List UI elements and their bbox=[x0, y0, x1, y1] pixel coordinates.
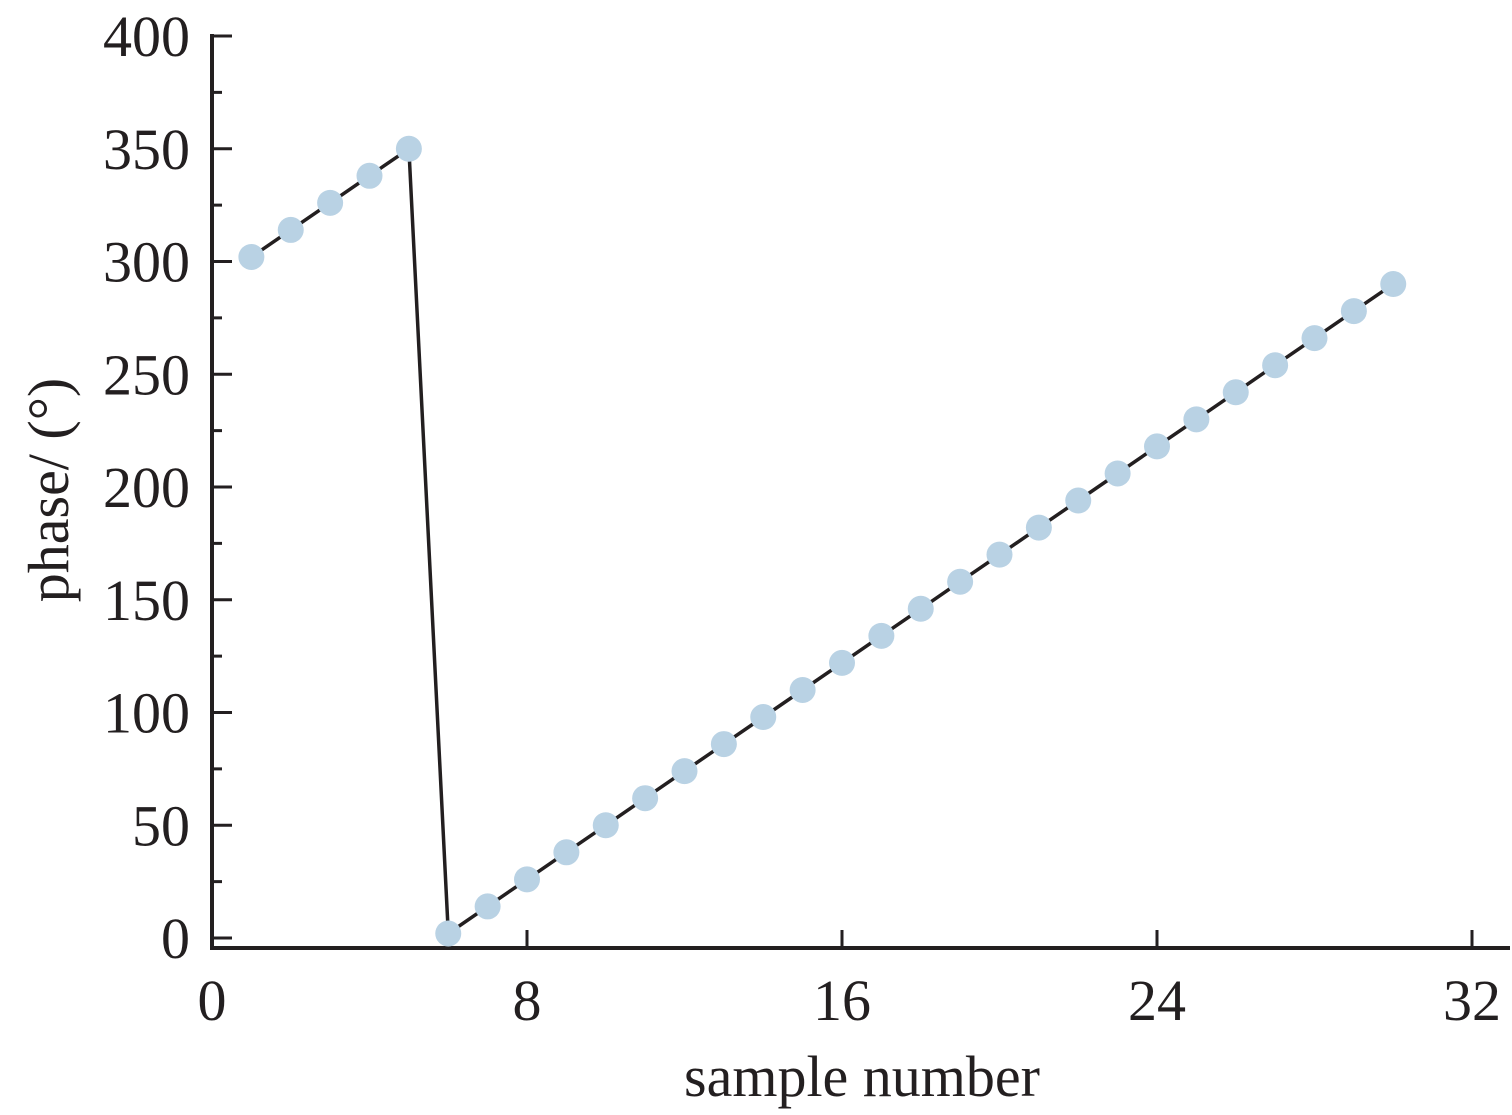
data-point bbox=[514, 866, 540, 893]
data-point bbox=[395, 135, 422, 162]
y-tick-label: 400 bbox=[103, 4, 190, 69]
data-point bbox=[947, 568, 974, 595]
data-point bbox=[710, 731, 737, 758]
data-point bbox=[907, 595, 934, 622]
x-tick-label: 32 bbox=[1443, 968, 1501, 1033]
data-point bbox=[1301, 325, 1328, 352]
data-point bbox=[435, 920, 462, 947]
data-point bbox=[632, 785, 659, 812]
data-point bbox=[553, 839, 580, 866]
data-point bbox=[356, 162, 383, 189]
y-tick-label: 200 bbox=[103, 455, 190, 520]
data-point bbox=[1065, 487, 1092, 514]
data-point bbox=[1144, 433, 1170, 460]
y-tick-label: 300 bbox=[103, 230, 190, 295]
y-tick-label: 350 bbox=[103, 117, 190, 182]
data-point bbox=[986, 541, 1013, 568]
x-axis-title: sample number bbox=[684, 1044, 1040, 1109]
data-point bbox=[317, 189, 344, 216]
data-point bbox=[592, 812, 619, 839]
data-point bbox=[671, 758, 698, 785]
x-tick-label: 0 bbox=[198, 968, 227, 1033]
series-group bbox=[238, 135, 1407, 947]
y-axis-title: phase/ (°) bbox=[16, 378, 81, 603]
y-tick-label: 100 bbox=[103, 681, 190, 746]
data-point bbox=[829, 649, 855, 676]
y-tick-label: 50 bbox=[132, 793, 190, 858]
data-point bbox=[474, 893, 501, 920]
labels-group: 0 50 100 150 200 250 300 350 400 0 8 16 24 32 bbox=[103, 4, 1501, 1033]
axes bbox=[210, 34, 1510, 950]
data-point bbox=[789, 676, 816, 703]
data-point bbox=[1183, 406, 1210, 433]
data-point bbox=[277, 216, 304, 243]
data-point bbox=[238, 243, 265, 270]
x-tick-label: 16 bbox=[813, 968, 871, 1033]
y-tick-label: 0 bbox=[161, 906, 190, 971]
data-point bbox=[1104, 460, 1131, 487]
x-tick-label: 24 bbox=[1128, 968, 1186, 1033]
data-point bbox=[1262, 352, 1289, 379]
y-tick-label: 250 bbox=[103, 342, 190, 407]
data-point bbox=[1380, 271, 1407, 298]
data-point bbox=[1222, 379, 1249, 406]
x-tick-label: 8 bbox=[513, 968, 542, 1033]
series-line bbox=[250, 145, 1395, 937]
y-tick-label: 150 bbox=[103, 568, 190, 633]
data-point bbox=[750, 704, 777, 731]
data-point bbox=[1025, 514, 1052, 541]
data-point bbox=[1340, 298, 1367, 325]
data-point bbox=[868, 622, 895, 649]
